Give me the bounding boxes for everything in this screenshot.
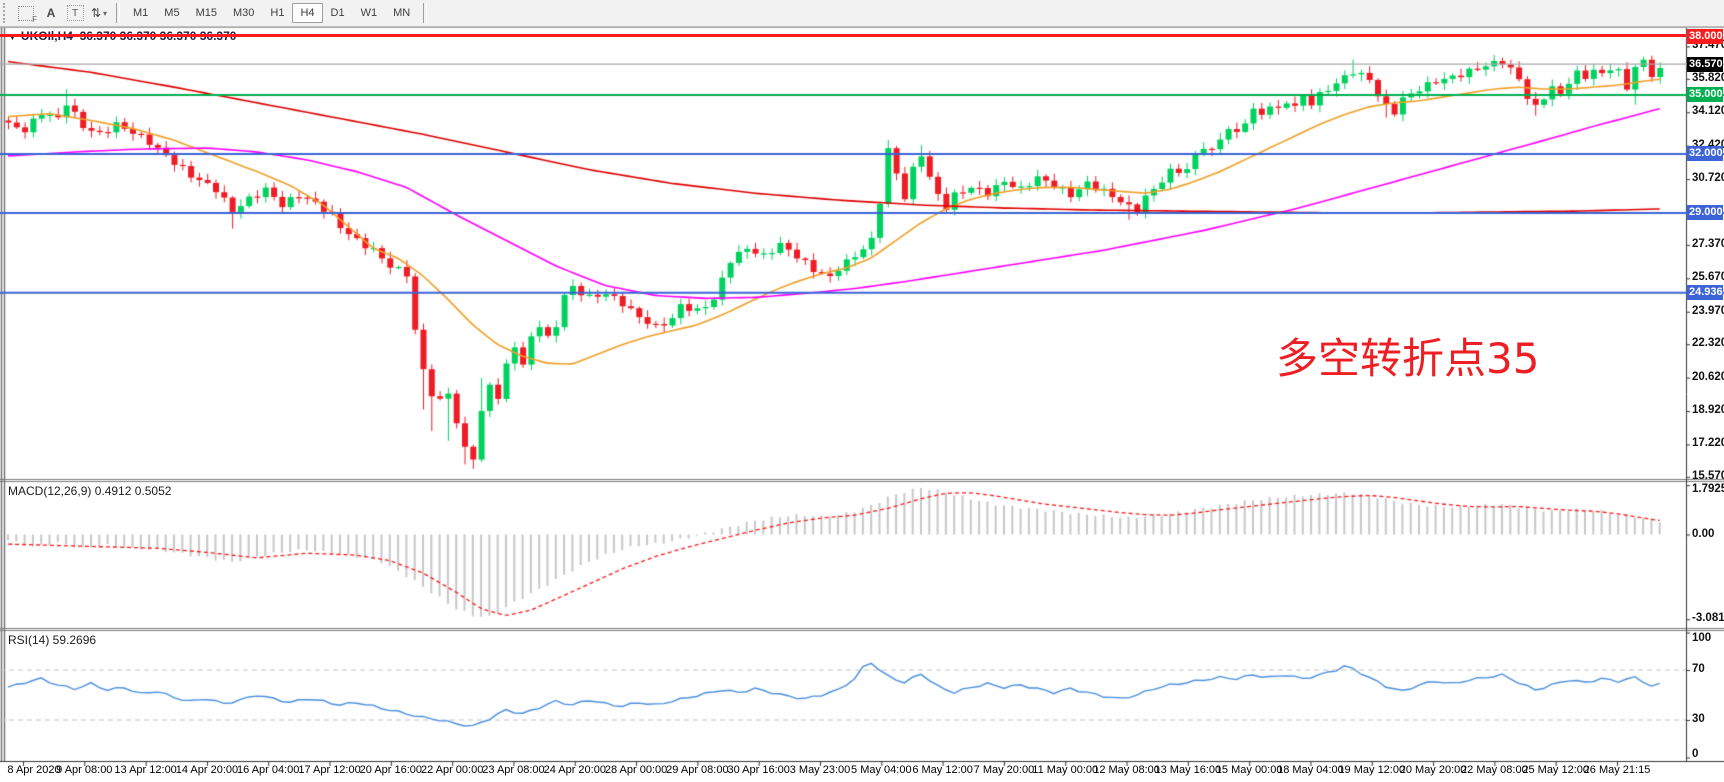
timeframe-button-m15[interactable]: M15 <box>195 7 217 19</box>
date-label: 23 Apr 08:00 <box>482 764 545 776</box>
timeframe-button-d1[interactable]: D1 <box>330 7 345 19</box>
price-badge-36.570: 36.570 <box>1687 56 1723 72</box>
chart-text-annotation[interactable]: 多空转折点35 <box>1276 334 1540 383</box>
price-badge-32.000: 32.000 <box>1687 146 1723 162</box>
timeframe-button-w1[interactable]: W1 <box>360 7 378 19</box>
date-label: 17 Apr 12:00 <box>298 764 361 776</box>
timeframe-button-m1[interactable]: M1 <box>133 7 149 19</box>
date-label: 28 Apr 00:00 <box>604 764 668 776</box>
price-tick-label: 35.820 <box>1692 71 1724 84</box>
date-label: 19 May 12:00 <box>1338 764 1406 776</box>
objects-arrows-icon[interactable]: ⇅ ▾ <box>90 6 108 20</box>
resistance-line-38[interactable] <box>0 34 1686 37</box>
price-badge-38.000: 38.000 <box>1687 28 1723 44</box>
price-tick-label: 34.120 <box>1692 105 1724 118</box>
toolbar-separator <box>116 3 120 23</box>
timeframe-button-m5[interactable]: M5 <box>164 7 180 19</box>
date-label: 5 May 04:00 <box>851 764 912 776</box>
dropdown-caret-icon: ▾ <box>103 8 108 18</box>
date-label: 24 Apr 20:00 <box>543 764 606 776</box>
date-label: 12 May 08:00 <box>1093 764 1160 776</box>
date-label: 8 Apr 2020 <box>7 764 61 776</box>
rsi-indicator-label: RSI(14) 59.2696 <box>8 633 97 647</box>
collapse-triangle-icon: ▼ <box>8 32 17 42</box>
date-label: 3 May 23:00 <box>789 764 851 776</box>
macd-indicator-label: MACD(12,26,9) 0.4912 0.5052 <box>8 484 172 498</box>
price-badge-35.000: 35.000 <box>1687 87 1723 103</box>
price-tick-label: 30.720 <box>1692 172 1724 185</box>
date-label: 22 May 08:00 <box>1461 764 1528 776</box>
macd-tick-label: 0.00 <box>1692 527 1715 540</box>
rsi-tick-label: 0 <box>1692 748 1699 760</box>
date-label: 22 Apr 00:00 <box>420 764 484 776</box>
date-label: 13 Apr 12:00 <box>114 764 177 776</box>
toolbar-grip[interactable] <box>3 3 10 23</box>
date-label: 9 Apr 08:00 <box>56 764 113 776</box>
text-frame-icon[interactable]: T <box>63 2 87 24</box>
text-label-icon[interactable]: A <box>46 6 56 20</box>
price-badge-29.000: 29.000 <box>1687 205 1723 221</box>
date-label: 26 May 21:15 <box>1583 764 1651 776</box>
date-label: 14 Apr 20:00 <box>175 764 239 776</box>
date-label: 25 May 12:00 <box>1522 764 1590 776</box>
date-label: 16 Apr 04:00 <box>237 764 300 776</box>
toolbar: F A T ⇅ ▾ M1 M5 M15 M30 H1 H4 D1 W1 MN <box>0 0 1724 27</box>
price-tick-label: 20.620 <box>1692 370 1724 383</box>
price-tick-label: 17.220 <box>1692 437 1724 450</box>
date-label: 7 May 20:00 <box>973 764 1035 776</box>
rsi-tick-label: 100 <box>1692 632 1712 644</box>
price-tick-label: 25.670 <box>1692 271 1724 284</box>
timeframe-button-m30[interactable]: M30 <box>232 7 255 19</box>
timeframe-button-h4[interactable]: H4 <box>292 3 323 23</box>
price-tick-label: 18.920 <box>1692 404 1724 417</box>
timeframe-button-h1[interactable]: H1 <box>270 7 285 19</box>
date-label: 11 May 00:00 <box>1032 764 1099 776</box>
date-label: 30 Apr 16:00 <box>727 764 790 776</box>
timeframe-button-mn[interactable]: MN <box>393 7 411 19</box>
rsi-tick-label: 70 <box>1692 663 1705 675</box>
date-label: 20 May 20:00 <box>1399 764 1467 776</box>
price-tick-label: 22.320 <box>1692 337 1724 350</box>
date-label: 18 May 04:00 <box>1277 764 1344 776</box>
timeframe-buttons: M1 M5 M15 M30 H1 H4 D1 W1 MN <box>125 3 418 23</box>
date-label: 29 Apr 08:00 <box>666 764 729 776</box>
macd-tick-label: 1.7925 <box>1692 483 1724 495</box>
date-label: 6 May 12:00 <box>912 764 973 776</box>
price-tick-label: 27.370 <box>1692 237 1724 250</box>
price-tick-label: 23.970 <box>1692 304 1724 317</box>
price-tick-label: 15.570 <box>1692 469 1724 482</box>
grid-f-icon[interactable]: F <box>15 2 39 24</box>
date-label: 15 May 00:00 <box>1215 764 1283 776</box>
date-label: 20 Apr 16:00 <box>359 764 423 776</box>
date-label: 13 May 16:00 <box>1154 764 1222 776</box>
macd-tick-label: -3.0818 <box>1692 612 1724 625</box>
rsi-tick-label: 30 <box>1692 713 1705 725</box>
toolbar-separator <box>423 3 428 23</box>
price-badge-24.936: 24.936 <box>1687 285 1723 301</box>
